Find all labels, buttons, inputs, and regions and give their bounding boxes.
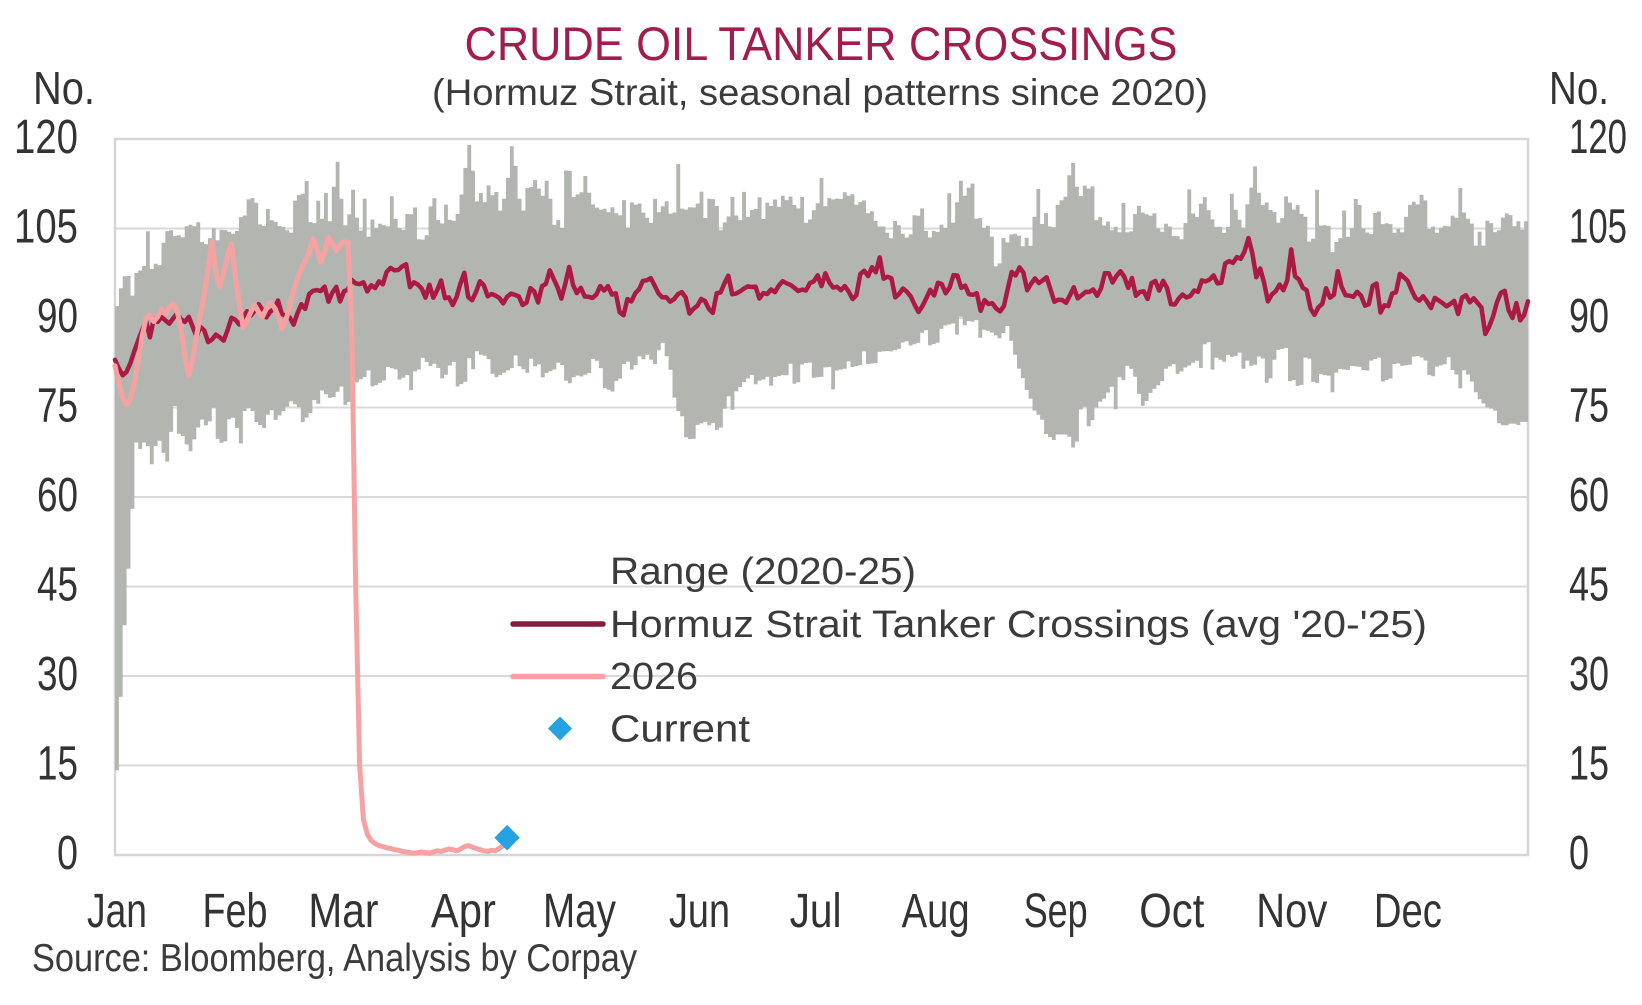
svg-text:60: 60 bbox=[37, 469, 78, 522]
svg-text:120: 120 bbox=[14, 111, 78, 164]
svg-text:120: 120 bbox=[1569, 111, 1627, 164]
svg-text:90: 90 bbox=[1569, 290, 1609, 343]
svg-text:Sep: Sep bbox=[1024, 885, 1088, 938]
svg-text:Nov: Nov bbox=[1256, 885, 1327, 938]
svg-text:(Hormuz Strait, seasonal patte: (Hormuz Strait, seasonal patterns since … bbox=[432, 72, 1208, 113]
svg-text:Current: Current bbox=[610, 709, 750, 751]
svg-text:105: 105 bbox=[1569, 201, 1627, 254]
svg-text:90: 90 bbox=[37, 290, 78, 343]
svg-text:No.: No. bbox=[1549, 62, 1609, 114]
svg-text:Jun: Jun bbox=[669, 885, 730, 938]
svg-text:30: 30 bbox=[1569, 648, 1609, 701]
svg-text:Aug: Aug bbox=[902, 885, 970, 938]
svg-text:Dec: Dec bbox=[1374, 885, 1442, 938]
svg-text:75: 75 bbox=[37, 380, 78, 433]
svg-text:0: 0 bbox=[1569, 827, 1589, 880]
svg-text:15: 15 bbox=[1569, 738, 1609, 791]
svg-text:105: 105 bbox=[14, 201, 78, 254]
svg-text:No.: No. bbox=[33, 62, 95, 114]
svg-text:Range (2020-25): Range (2020-25) bbox=[610, 551, 916, 593]
svg-text:CRUDE OIL TANKER CROSSINGS: CRUDE OIL TANKER CROSSINGS bbox=[465, 17, 1178, 70]
svg-text:Jan: Jan bbox=[87, 885, 147, 938]
svg-text:2026: 2026 bbox=[610, 656, 698, 698]
svg-text:Jul: Jul bbox=[790, 885, 842, 938]
svg-text:60: 60 bbox=[1569, 469, 1609, 522]
svg-text:45: 45 bbox=[1569, 559, 1609, 612]
svg-text:15: 15 bbox=[37, 738, 78, 791]
svg-text:Source: Bloomberg, Analysis by: Source: Bloomberg, Analysis by Corpay bbox=[32, 937, 637, 980]
svg-text:75: 75 bbox=[1569, 380, 1609, 433]
svg-text:Oct: Oct bbox=[1139, 885, 1204, 938]
svg-text:Feb: Feb bbox=[203, 885, 268, 938]
svg-text:Mar: Mar bbox=[308, 885, 378, 938]
svg-text:30: 30 bbox=[37, 648, 78, 701]
svg-text:Hormuz Strait Tanker Crossings: Hormuz Strait Tanker Crossings (avg '20-… bbox=[610, 604, 1427, 646]
svg-text:Apr: Apr bbox=[431, 885, 496, 938]
svg-text:0: 0 bbox=[57, 827, 78, 880]
svg-text:45: 45 bbox=[37, 559, 78, 612]
svg-text:May: May bbox=[543, 885, 616, 938]
